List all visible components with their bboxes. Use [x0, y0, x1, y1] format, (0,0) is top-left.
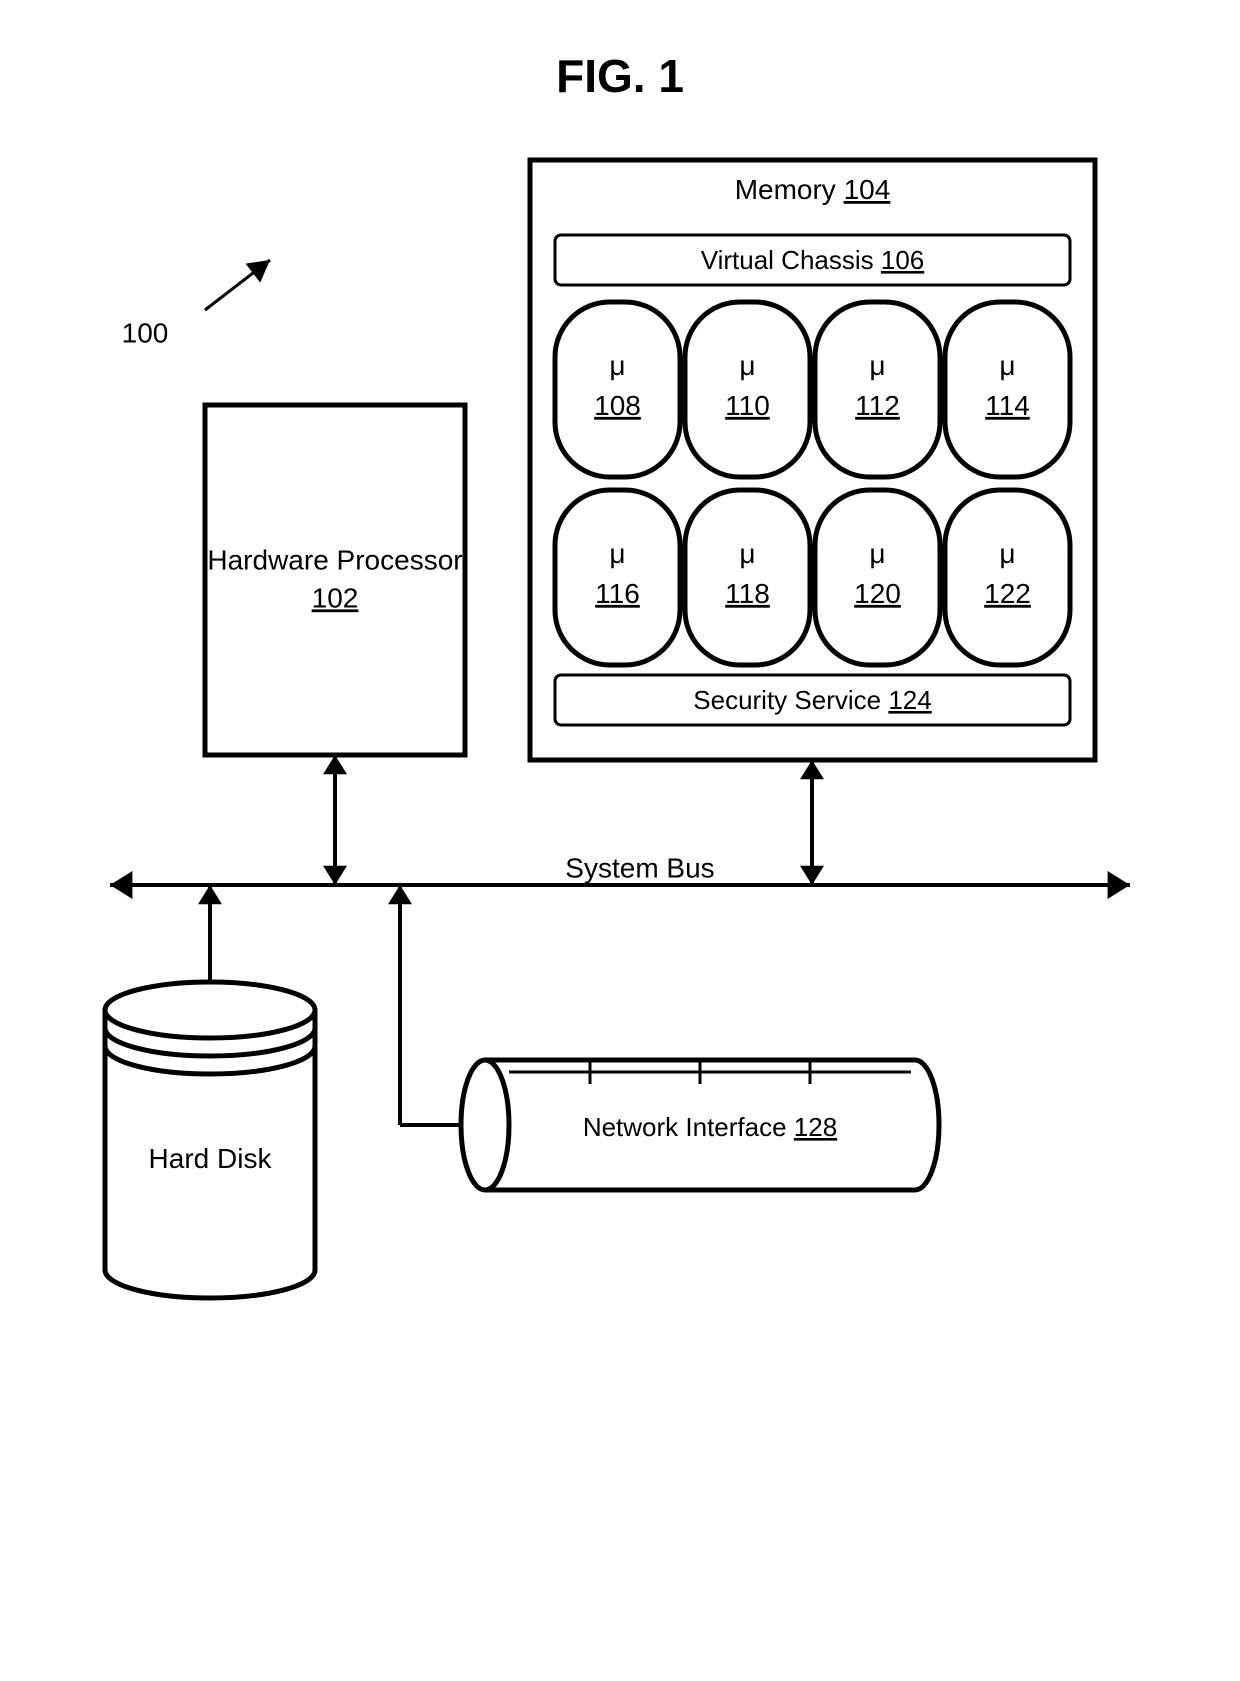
- micro-pill: μ 122: [945, 490, 1070, 665]
- micro-pill: μ 114: [945, 302, 1070, 477]
- svg-text:μ: μ: [739, 538, 755, 569]
- svg-text:118: 118: [725, 578, 770, 609]
- micro-pill: μ 116: [555, 490, 680, 665]
- svg-text:116: 116: [595, 578, 640, 609]
- svg-text:120: 120: [854, 578, 901, 609]
- system-bus: System Bus: [110, 852, 1130, 899]
- svg-text:μ: μ: [609, 350, 625, 381]
- svg-text:Memory 104: Memory 104: [735, 174, 891, 205]
- hardware-processor-box: Hardware Processor 102: [205, 405, 465, 755]
- micro-pill: μ 110: [685, 302, 810, 477]
- reference-pointer: 100: [122, 260, 270, 348]
- svg-text:Hard Disk: Hard Disk: [149, 1143, 273, 1174]
- svg-text:102: 102: [312, 582, 359, 613]
- svg-text:μ: μ: [999, 350, 1015, 381]
- svg-text:Security Service 124: Security Service 124: [693, 685, 931, 715]
- svg-text:114: 114: [985, 390, 1030, 421]
- svg-text:FIG. 1: FIG. 1: [556, 50, 684, 102]
- figure-title: FIG. 1: [556, 50, 684, 102]
- svg-text:112: 112: [855, 390, 900, 421]
- svg-text:110: 110: [725, 390, 770, 421]
- svg-text:μ: μ: [869, 350, 885, 381]
- svg-text:μ: μ: [609, 538, 625, 569]
- memory-box: Memory 104 Virtual Chassis 106 Security Se…: [530, 160, 1095, 760]
- micro-pill: μ 118: [685, 490, 810, 665]
- micro-pill: μ 108: [555, 302, 680, 477]
- svg-text:100: 100: [122, 317, 169, 348]
- micro-pill: μ 112: [815, 302, 940, 477]
- svg-text:μ: μ: [869, 538, 885, 569]
- svg-text:122: 122: [984, 578, 1031, 609]
- svg-text:Hardware Processor: Hardware Processor: [207, 544, 462, 575]
- svg-text:108: 108: [594, 390, 641, 421]
- svg-text:μ: μ: [739, 350, 755, 381]
- svg-text:Network Interface 128: Network Interface 128: [583, 1112, 837, 1142]
- network-interface: Network Interface 128: [461, 1060, 939, 1190]
- svg-text:Virtual Chassis 106: Virtual Chassis 106: [701, 245, 925, 275]
- svg-text:System Bus: System Bus: [565, 852, 714, 883]
- hard-disk: Hard Disk: [105, 982, 315, 1298]
- micro-pill: μ 120: [815, 490, 940, 665]
- svg-text:μ: μ: [999, 538, 1015, 569]
